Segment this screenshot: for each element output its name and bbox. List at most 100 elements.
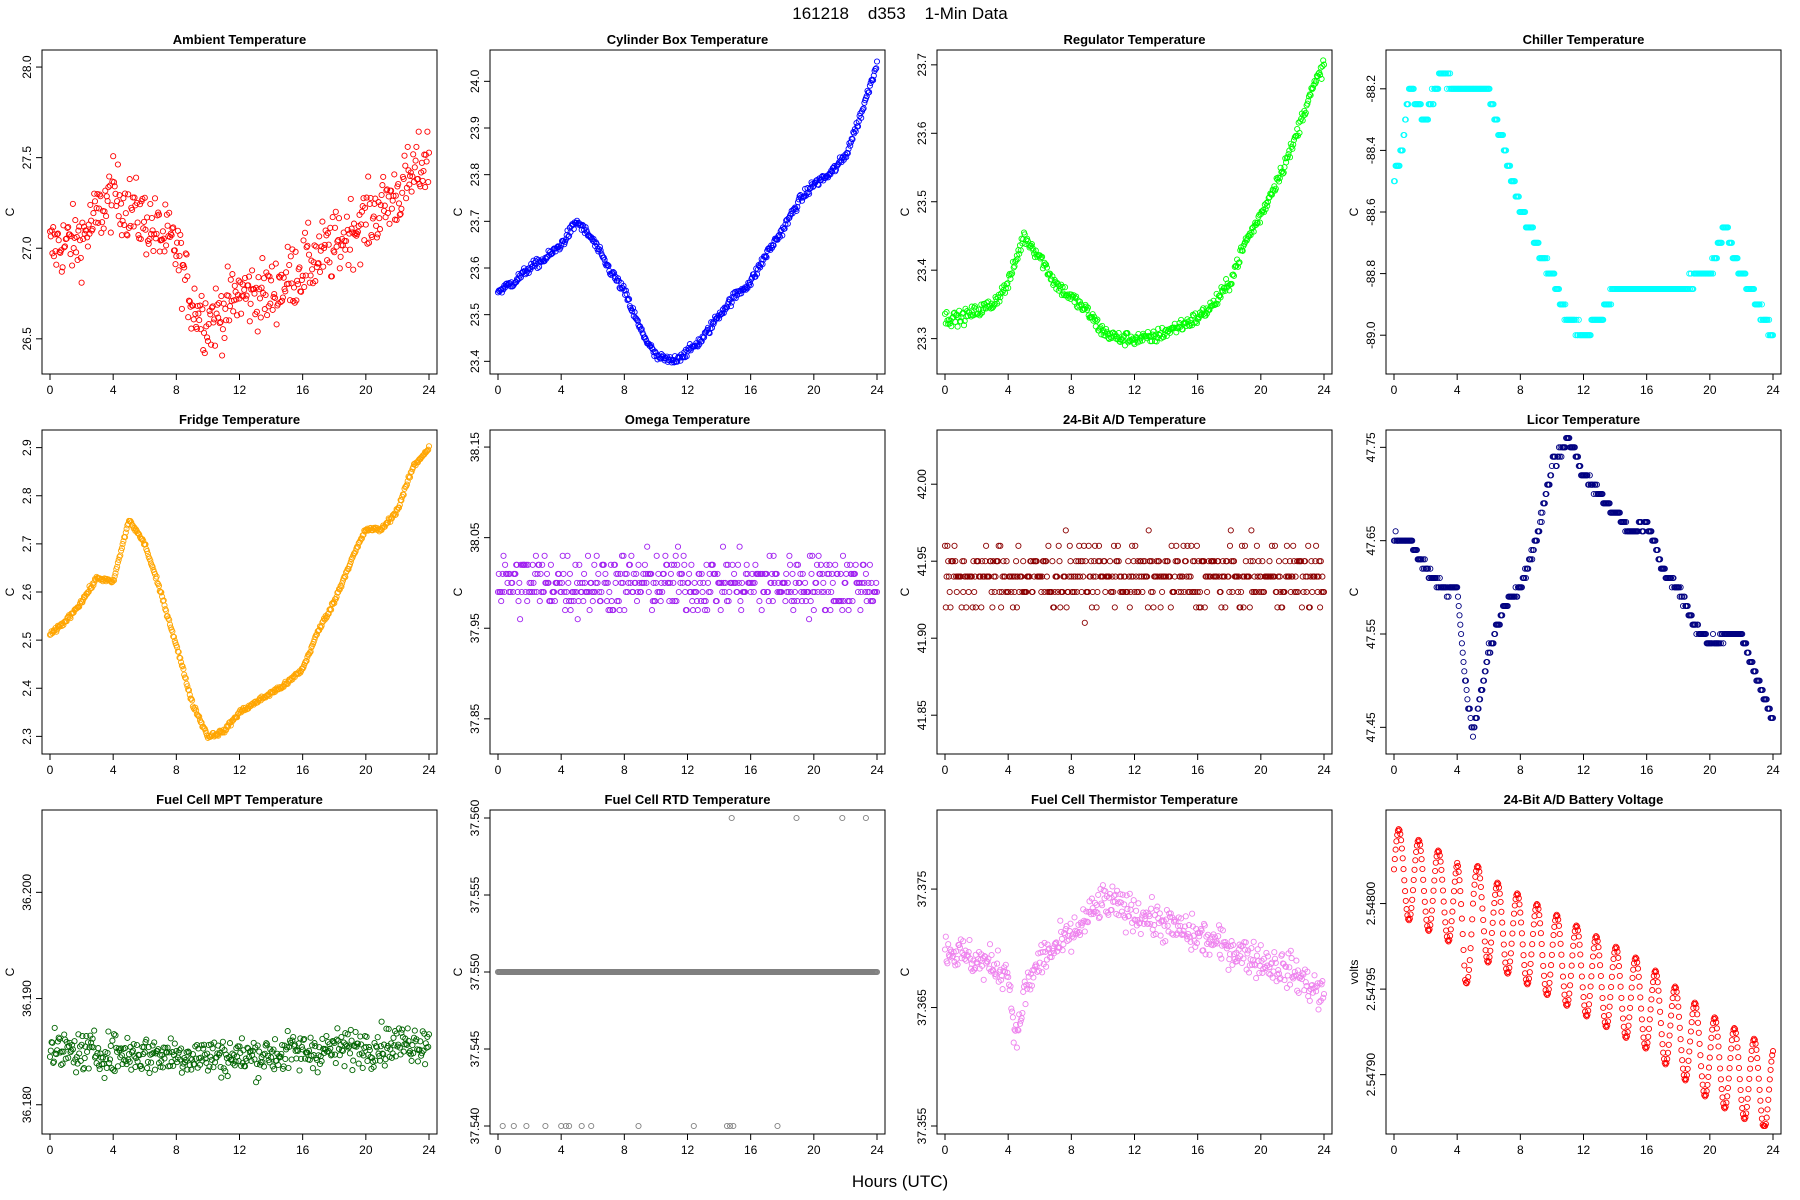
data-point xyxy=(644,543,651,550)
data-point xyxy=(362,221,369,228)
data-point xyxy=(225,722,232,729)
data-point xyxy=(565,579,572,586)
data-point xyxy=(1067,558,1074,565)
data-point xyxy=(626,296,633,303)
data-point xyxy=(313,264,320,271)
data-point xyxy=(69,262,76,269)
y-tick-label: 23.7 xyxy=(468,209,482,233)
data-point xyxy=(178,239,185,246)
data-point xyxy=(1153,338,1160,345)
x-tick-label: 8 xyxy=(621,383,628,397)
x-tick-label: 4 xyxy=(110,383,117,397)
y-tick-label: -88.6 xyxy=(1364,198,1378,226)
data-point xyxy=(129,206,136,213)
data-point xyxy=(361,237,368,244)
x-tick-label: 20 xyxy=(359,1143,373,1157)
data-point xyxy=(1289,145,1296,152)
data-point xyxy=(348,1037,355,1044)
data-point xyxy=(355,1060,362,1067)
data-point xyxy=(328,606,335,613)
data-point xyxy=(76,237,84,244)
y-tick-label: 23.5 xyxy=(915,190,929,214)
x-tick-label: 8 xyxy=(621,763,628,777)
data-point xyxy=(133,1041,140,1049)
data-point xyxy=(144,548,151,555)
data-point xyxy=(148,562,155,569)
data-point xyxy=(225,292,232,299)
data-point xyxy=(119,541,126,548)
data-point xyxy=(74,256,81,264)
data-point xyxy=(54,230,61,237)
data-point xyxy=(321,241,328,248)
data-point xyxy=(1283,159,1290,166)
data-point xyxy=(110,577,118,584)
x-tick-label: 16 xyxy=(296,1143,310,1157)
data-point xyxy=(90,210,97,217)
data-point xyxy=(581,570,588,577)
data-point xyxy=(219,352,226,359)
data-point xyxy=(1690,285,1697,293)
data-point xyxy=(115,213,122,220)
data-point xyxy=(624,297,631,304)
data-point xyxy=(243,292,250,299)
data-point xyxy=(641,561,648,568)
data-point xyxy=(1285,151,1292,158)
data-point xyxy=(1724,224,1732,231)
data-point xyxy=(1758,301,1765,308)
data-point xyxy=(285,280,292,287)
data-point xyxy=(131,194,138,201)
data-point xyxy=(294,277,301,284)
y-tick-label: 23.3 xyxy=(915,327,929,351)
data-point xyxy=(130,223,137,230)
data-point xyxy=(400,1048,407,1055)
data-point xyxy=(675,588,682,596)
data-point xyxy=(372,195,379,202)
data-point xyxy=(1535,239,1542,246)
data-point xyxy=(750,588,757,596)
data-point xyxy=(378,191,385,199)
data-point xyxy=(1544,255,1551,262)
data-point xyxy=(366,200,373,208)
data-point xyxy=(79,219,86,226)
y-tick-label: 27.0 xyxy=(20,236,34,260)
data-point xyxy=(215,299,223,307)
data-point xyxy=(815,552,822,559)
data-point xyxy=(786,552,793,559)
data-point xyxy=(170,633,178,641)
data-point xyxy=(309,266,316,273)
data-point xyxy=(361,204,369,211)
data-point xyxy=(159,228,166,235)
x-tick-label: 20 xyxy=(1254,383,1268,397)
data-point xyxy=(73,1069,80,1076)
data-point xyxy=(953,588,960,596)
data-point xyxy=(110,153,117,160)
data-point xyxy=(1456,612,1463,619)
data-point xyxy=(747,281,754,289)
data-point xyxy=(64,224,71,231)
data-point xyxy=(230,1051,238,1058)
data-point xyxy=(183,251,190,258)
data-point xyxy=(363,1033,370,1040)
data-point xyxy=(516,579,523,586)
data-point xyxy=(116,192,123,199)
data-point xyxy=(414,1058,421,1065)
data-point xyxy=(713,315,720,322)
data-point xyxy=(674,543,682,550)
data-point xyxy=(61,244,68,251)
data-point xyxy=(1263,200,1270,207)
data-point xyxy=(358,221,365,228)
data-point xyxy=(271,294,279,301)
data-point xyxy=(216,320,223,327)
data-point xyxy=(709,319,716,326)
data-point xyxy=(645,588,652,596)
x-tick-label: 20 xyxy=(807,1143,821,1157)
data-point xyxy=(222,305,229,312)
data-point xyxy=(173,253,180,260)
data-point xyxy=(93,205,100,212)
x-tick-label: 20 xyxy=(1703,383,1717,397)
data-point xyxy=(409,173,416,180)
data-point xyxy=(1231,263,1238,270)
x-tick-label: 8 xyxy=(1068,763,1075,777)
chart-title: Fridge Temperature xyxy=(179,412,300,427)
